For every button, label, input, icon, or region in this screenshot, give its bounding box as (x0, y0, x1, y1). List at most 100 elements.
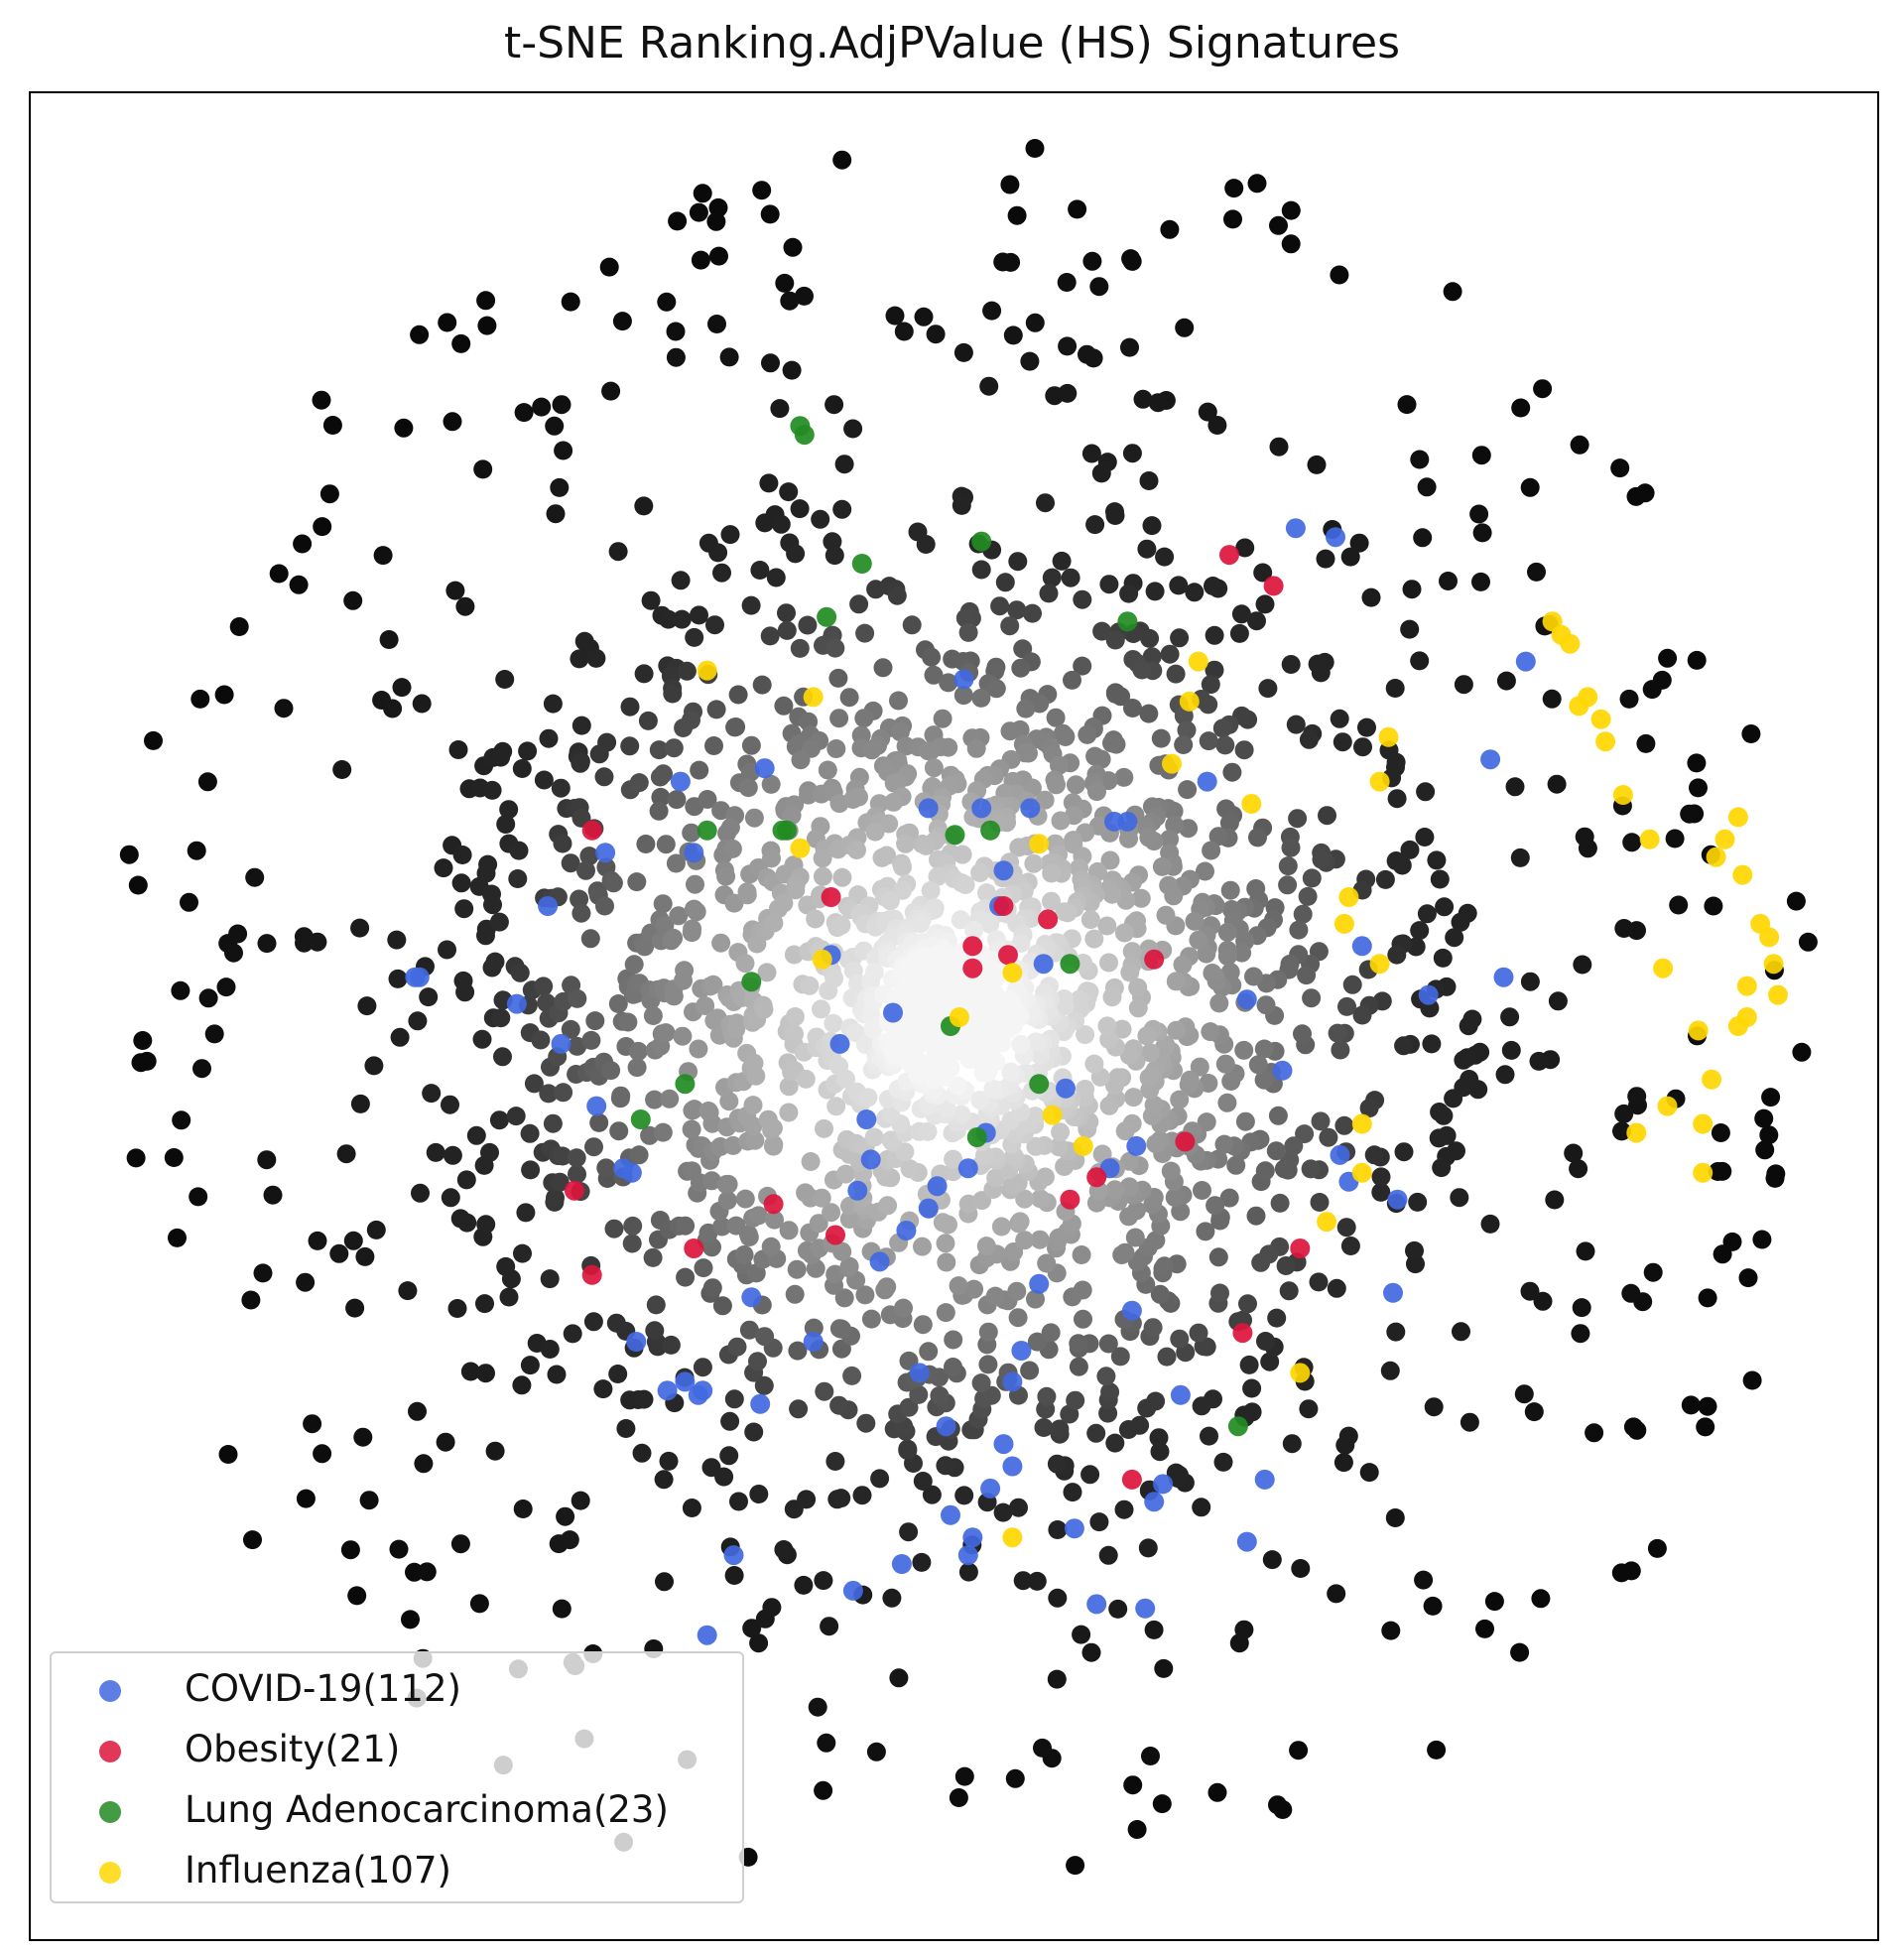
background-point (243, 1530, 262, 1550)
background-point (797, 1490, 817, 1509)
background-point (452, 846, 472, 864)
background-point (1385, 679, 1405, 698)
background-point (834, 1288, 854, 1308)
background-point (825, 546, 844, 566)
background-point (1276, 1256, 1296, 1275)
background-point (1312, 849, 1332, 869)
background-point (1217, 947, 1237, 966)
background-point (1232, 943, 1252, 963)
background-point (1005, 1768, 1025, 1788)
point-covid-19 (1126, 1135, 1147, 1156)
background-point (664, 986, 684, 1006)
background-point (1423, 1596, 1443, 1616)
point-influenza (1369, 954, 1390, 975)
background-point (417, 1562, 437, 1582)
background-point (971, 1373, 991, 1393)
point-covid-19 (626, 1332, 647, 1352)
point-covid-19 (869, 1251, 890, 1272)
background-point (634, 496, 654, 516)
background-point (475, 1294, 494, 1314)
point-obesity (763, 1194, 784, 1215)
background-point (1410, 651, 1430, 671)
background-point (1114, 1500, 1134, 1519)
background-point (1375, 869, 1395, 889)
background-point (1738, 1268, 1758, 1288)
background-point (1450, 1188, 1469, 1208)
background-point (1099, 953, 1118, 973)
background-point (192, 1059, 211, 1079)
background-point (197, 772, 217, 792)
background-point (1704, 896, 1723, 916)
background-point (1026, 1032, 1046, 1052)
background-point (1010, 1212, 1030, 1232)
background-point (1475, 1619, 1494, 1638)
background-point (119, 845, 139, 864)
background-point (1201, 675, 1220, 695)
chart-title: t-SNE Ranking.AdjPValue (HS) Signatures (503, 18, 1401, 68)
background-point (553, 834, 572, 853)
background-point (698, 790, 717, 809)
background-point (1120, 337, 1139, 357)
background-point (563, 1324, 582, 1344)
background-point (653, 1122, 673, 1142)
point-covid-19 (957, 1158, 978, 1179)
background-point (540, 1269, 560, 1289)
background-point (1510, 1642, 1530, 1662)
background-point (1160, 219, 1180, 239)
point-lung-adenocarcinoma (1227, 1416, 1248, 1437)
background-point (180, 892, 198, 912)
background-point (1531, 1589, 1551, 1609)
background-point (953, 342, 973, 362)
background-point (808, 1697, 827, 1717)
point-obesity (684, 1239, 704, 1258)
point-covid-19 (918, 1198, 939, 1219)
point-lung-adenocarcinoma (772, 820, 793, 841)
background-point (782, 806, 802, 826)
background-point (546, 504, 566, 524)
background-point (1680, 804, 1700, 824)
background-point (722, 839, 742, 858)
background-point (1247, 174, 1267, 194)
background-point (1026, 1289, 1045, 1309)
background-point (955, 608, 975, 628)
background-point (491, 1008, 511, 1028)
background-point (1177, 720, 1197, 740)
background-point (514, 403, 534, 423)
background-point (1371, 1167, 1391, 1187)
background-point (612, 312, 632, 331)
background-point (1009, 1498, 1028, 1517)
background-point (510, 963, 530, 982)
background-point (620, 736, 640, 756)
background-point (1076, 1080, 1095, 1099)
background-point (228, 924, 248, 944)
background-point (1222, 762, 1242, 782)
background-point (1430, 869, 1450, 889)
background-point (898, 1439, 918, 1459)
background-point (493, 1047, 512, 1067)
background-point (820, 1617, 839, 1636)
background-point (836, 1069, 855, 1089)
background-point (552, 395, 571, 415)
background-point (518, 741, 538, 761)
background-point (618, 1012, 638, 1032)
background-point (825, 638, 845, 658)
background-point (634, 1389, 654, 1409)
background-point (745, 1130, 765, 1150)
background-point (552, 1599, 571, 1619)
background-point (677, 661, 697, 681)
background-point (785, 1007, 805, 1026)
background-point (1212, 718, 1232, 738)
background-point (1099, 1096, 1119, 1115)
background-point (1058, 336, 1078, 356)
background-point (516, 1203, 536, 1223)
background-point (1140, 628, 1160, 648)
background-point (1286, 715, 1306, 734)
legend-marker-lung-adenocarcinoma (99, 1801, 121, 1823)
background-point (1217, 1093, 1237, 1112)
background-point (1281, 234, 1301, 254)
background-point (1318, 806, 1336, 826)
legend: COVID-19(112) Obesity(21) Lung Adenocarc… (50, 1651, 744, 1903)
background-point (457, 1213, 477, 1233)
background-point (1145, 582, 1165, 601)
background-point (884, 792, 904, 812)
